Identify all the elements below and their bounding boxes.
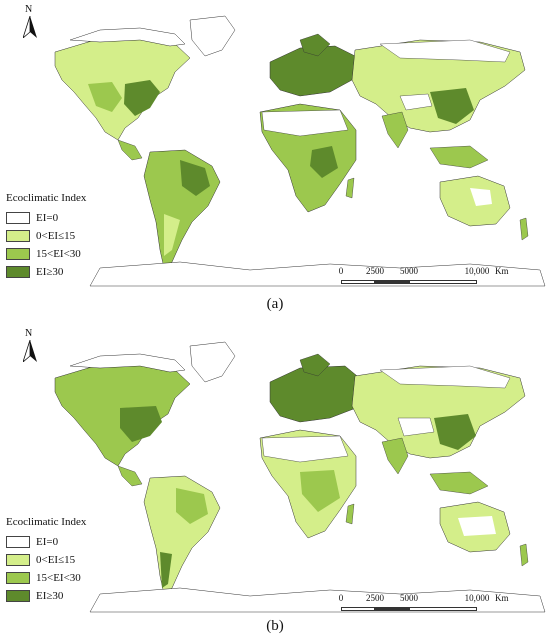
scale-tick-label: 5000: [400, 593, 418, 603]
legend-label: EI≥30: [36, 265, 64, 278]
tibet-no-ei: [397, 417, 435, 437]
madagascar: [345, 503, 355, 525]
tibet-no-ei: [399, 93, 433, 111]
legend-label: 0<EI≤15: [36, 229, 76, 242]
legend-item: 0<EI≤15: [6, 228, 86, 244]
scandinavia: [299, 33, 331, 57]
panel-caption: (a): [266, 296, 284, 312]
legend-swatch: [6, 266, 30, 278]
southeast-asia-islands: [429, 471, 489, 495]
antarctica: [89, 587, 546, 613]
greenland: [189, 15, 236, 57]
asia-landmass: [351, 365, 526, 459]
legend-b: Ecoclimatic Index EI=0 0<EI≤15 15<EI<30 …: [6, 517, 86, 606]
india: [381, 437, 409, 475]
central-america: [117, 465, 143, 487]
north-arrow-b: N: [20, 328, 40, 364]
scale-tick-label: 2500: [366, 593, 384, 603]
scale-unit: Km: [495, 593, 509, 603]
scale-segment: [409, 280, 477, 284]
south-america-high-ei: [180, 160, 210, 196]
australia-interior-no-ei: [458, 516, 496, 536]
australia-interior-no-ei: [470, 188, 492, 206]
north-arrow-label: N: [25, 4, 33, 15]
new-zealand: [519, 217, 529, 241]
map-panel-b: N Ecoclimatic Index EI=0 0<EI≤15 15<EI<3…: [0, 322, 550, 643]
scale-segment: [375, 607, 409, 611]
legend-title: Ecoclimatic Index: [6, 192, 87, 204]
scandinavia: [299, 353, 331, 377]
legend-swatch: [6, 536, 30, 548]
world-map-b: [54, 341, 546, 613]
east-asia-high-ei: [434, 414, 476, 450]
arctic-islands: [69, 353, 186, 373]
legend-label: EI=0: [36, 535, 59, 548]
south-america-mid-ei: [176, 488, 208, 524]
scale-segment: [375, 280, 409, 284]
new-zealand: [519, 543, 529, 567]
legend-item: EI=0: [6, 210, 86, 226]
legend-swatch: [6, 230, 30, 242]
scale-tick-label: 0: [338, 593, 344, 603]
sahara-no-ei: [261, 109, 349, 137]
scale-unit: Km: [495, 266, 509, 276]
south-america-low-ei: [164, 214, 180, 256]
legend-item: EI=0: [6, 534, 86, 550]
arctic-islands: [69, 27, 186, 47]
scale-bar-a: 0 2500 5000 10,000 Km: [335, 266, 545, 296]
north-arrow-label: N: [25, 328, 33, 339]
scale-tick-label: 0: [338, 266, 344, 276]
legend-label: EI≥30: [36, 589, 64, 602]
south-america-high-ei: [160, 552, 172, 588]
legend-label: 15<EI<30: [36, 247, 81, 260]
scale-segment: [409, 607, 477, 611]
east-asia-high-ei: [430, 88, 474, 124]
legend-swatch: [6, 212, 30, 224]
africa-mid-ei: [300, 470, 340, 512]
scale-tick-label: 10,000: [464, 266, 490, 276]
scale-segment: [341, 280, 375, 284]
map-panel-a: N Ecoclimatic Index EI=0 0<EI≤15 15<EI<3…: [0, 0, 550, 320]
scale-tick-label: 2500: [366, 266, 384, 276]
legend-item: 15<EI<30: [6, 570, 86, 586]
siberia-no-ei: [379, 365, 511, 389]
legend-item: 0<EI≤15: [6, 552, 86, 568]
scale-tick-label: 10,000: [464, 593, 490, 603]
north-arrow-icon: [23, 16, 37, 38]
legend-label: 15<EI<30: [36, 571, 81, 584]
asia-landmass: [351, 39, 526, 133]
legend-item: EI≥30: [6, 588, 86, 604]
africa-high-ei: [310, 146, 338, 178]
legend-label: 0<EI≤15: [36, 553, 76, 566]
india: [381, 111, 409, 149]
central-america: [117, 139, 143, 161]
siberia-no-ei: [379, 39, 511, 63]
north-america-mid-ei: [88, 82, 122, 112]
sahara-no-ei: [261, 435, 349, 463]
madagascar: [345, 177, 355, 199]
legend-item: EI≥30: [6, 264, 86, 280]
legend-label: EI=0: [36, 211, 59, 224]
north-america-high-ei: [124, 80, 160, 116]
legend-swatch: [6, 248, 30, 260]
legend-title: Ecoclimatic Index: [6, 516, 87, 528]
legend-swatch: [6, 572, 30, 584]
legend-swatch: [6, 554, 30, 566]
north-america-landmass: [54, 37, 191, 141]
legend-swatch: [6, 590, 30, 602]
scale-bar-b: 0 2500 5000 10,000 Km: [335, 593, 545, 623]
north-arrow-icon: [23, 340, 37, 362]
panel-caption: (b): [266, 618, 284, 634]
north-america-high-ei: [120, 406, 162, 442]
world-map-a: [54, 15, 546, 287]
north-arrow-a: N: [20, 4, 40, 40]
greenland: [189, 341, 236, 383]
scale-tick-label: 5000: [400, 266, 418, 276]
legend-a: Ecoclimatic Index EI=0 0<EI≤15 15<EI<30 …: [6, 193, 86, 282]
scale-segment: [341, 607, 375, 611]
legend-item: 15<EI<30: [6, 246, 86, 262]
southeast-asia-islands: [429, 145, 489, 169]
